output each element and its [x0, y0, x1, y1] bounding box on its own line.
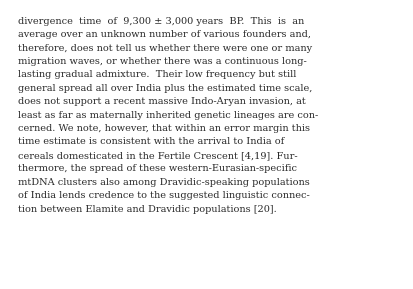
- Text: of India lends credence to the suggested linguistic connec-: of India lends credence to the suggested…: [18, 191, 310, 200]
- Text: divergence  time  of  9,300 ± 3,000 years  BP.  This  is  an: divergence time of 9,300 ± 3,000 years B…: [18, 17, 304, 26]
- Text: thermore, the spread of these western-Eurasian-specific: thermore, the spread of these western-Eu…: [18, 164, 297, 173]
- Text: cerned. We note, however, that within an error margin this: cerned. We note, however, that within an…: [18, 124, 310, 133]
- Text: tion between Elamite and Dravidic populations [20].: tion between Elamite and Dravidic popula…: [18, 205, 277, 214]
- Text: does not support a recent massive Indo-Aryan invasion, at: does not support a recent massive Indo-A…: [18, 97, 306, 106]
- Text: mtDNA clusters also among Dravidic-speaking populations: mtDNA clusters also among Dravidic-speak…: [18, 178, 310, 187]
- Text: time estimate is consistent with the arrival to India of: time estimate is consistent with the arr…: [18, 138, 284, 147]
- Text: general spread all over India plus the estimated time scale,: general spread all over India plus the e…: [18, 84, 312, 93]
- Text: average over an unknown number of various founders and,: average over an unknown number of variou…: [18, 30, 311, 39]
- Text: least as far as maternally inherited genetic lineages are con-: least as far as maternally inherited gen…: [18, 111, 318, 120]
- Text: therefore, does not tell us whether there were one or many: therefore, does not tell us whether ther…: [18, 44, 312, 53]
- Text: lasting gradual admixture.  Their low frequency but still: lasting gradual admixture. Their low fre…: [18, 71, 297, 79]
- Text: migration waves, or whether there was a continuous long-: migration waves, or whether there was a …: [18, 57, 307, 66]
- Text: cereals domesticated in the Fertile Crescent [4,19]. Fur-: cereals domesticated in the Fertile Cres…: [18, 151, 298, 160]
